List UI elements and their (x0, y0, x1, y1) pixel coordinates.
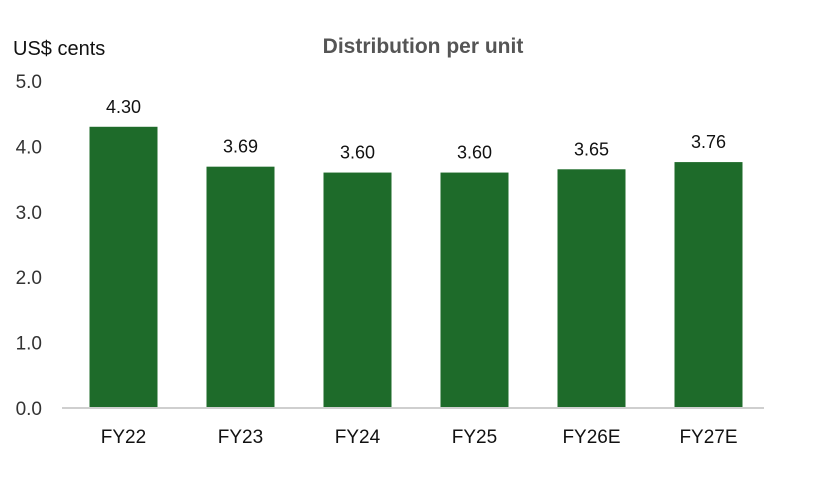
bars-group (89, 126, 743, 408)
y-axis-ticks: 0.0 1.0 2.0 3.0 4.0 5.0 (16, 72, 42, 420)
bar-fy27e (674, 162, 743, 408)
y-axis-tick-label: 0.0 (16, 399, 42, 420)
bar-fy24 (323, 172, 392, 408)
bar-fy25 (440, 172, 509, 408)
y-axis-tick-label: 1.0 (16, 334, 42, 355)
x-axis-tick-label: FY22 (101, 427, 146, 448)
y-axis-tick-label: 5.0 (16, 72, 42, 93)
data-label-fy22: 4.30 (106, 97, 141, 117)
y-axis-tick-label: 3.0 (16, 203, 42, 224)
data-label-fy24: 3.60 (340, 143, 375, 163)
bar-fy23 (206, 166, 275, 408)
x-axis-tick-label: FY25 (452, 427, 497, 448)
bar-fy26e (557, 169, 626, 408)
x-axis-tick-label: FY24 (335, 427, 381, 448)
chart-title: Distribution per unit (323, 35, 524, 58)
x-axis-tick-label: FY23 (218, 427, 263, 448)
y-axis-unit-label: US$ cents (13, 38, 105, 60)
x-axis-tick-label: FY26E (562, 427, 620, 448)
data-label-fy27e: 3.76 (691, 132, 726, 152)
x-axis-ticks: FY22 FY23 FY24 FY25 FY26E FY27E (101, 427, 738, 448)
y-axis-tick-label: 4.0 (16, 137, 42, 158)
y-axis-tick-label: 2.0 (16, 268, 42, 289)
data-label-fy23: 3.69 (223, 137, 258, 157)
data-label-fy25: 3.60 (457, 143, 492, 163)
bar-fy22 (89, 126, 158, 408)
data-label-fy26e: 3.65 (574, 139, 609, 159)
x-axis-tick-label: FY27E (679, 427, 737, 448)
data-labels-group: 4.30 3.69 3.60 3.60 3.65 3.76 (106, 97, 726, 163)
